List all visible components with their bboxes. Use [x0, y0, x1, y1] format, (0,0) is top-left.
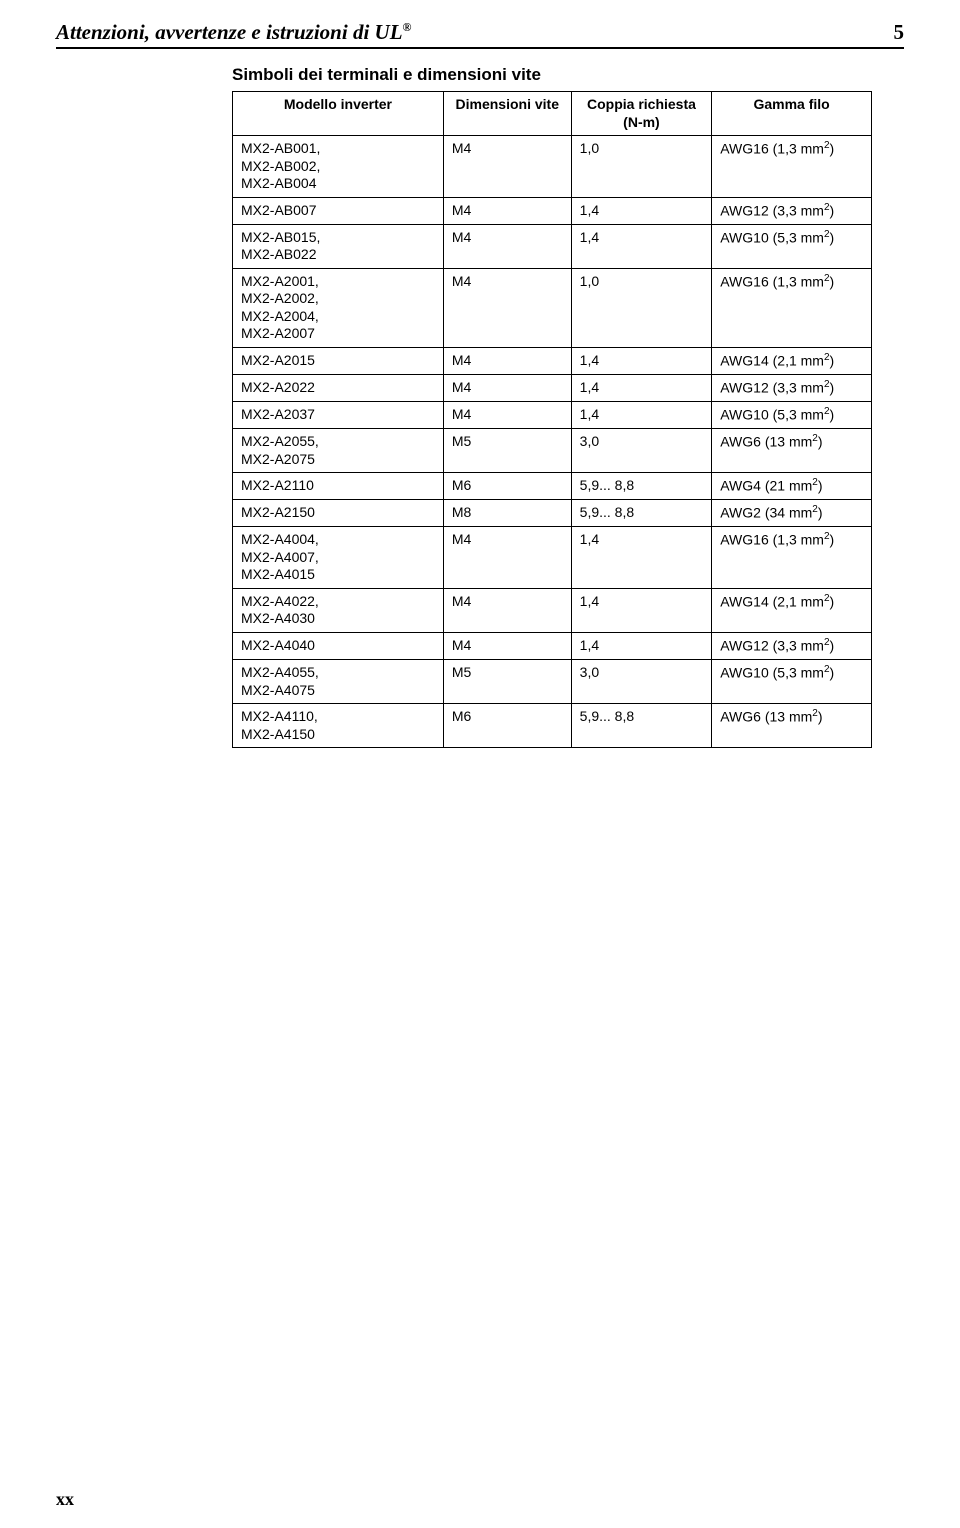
table-section: Simboli dei terminali e dimensioni vite … — [232, 65, 872, 748]
table-row: MX2-A2110M65,9... 8,8AWG4 (21 mm2) — [233, 473, 872, 500]
cell-size: M4 — [443, 632, 571, 659]
table-body: MX2-AB001,MX2-AB002,MX2-AB004M41,0AWG16 … — [233, 136, 872, 748]
document-page: Attenzioni, avvertenze e istruzioni di U… — [0, 0, 960, 1528]
cell-wire: AWG12 (3,3 mm2) — [712, 197, 872, 224]
cell-torque: 1,4 — [571, 374, 712, 401]
cell-model: MX2-A4040 — [233, 632, 444, 659]
document-header: Attenzioni, avvertenze e istruzioni di U… — [56, 20, 904, 49]
cell-size: M4 — [443, 197, 571, 224]
cell-torque: 1,4 — [571, 588, 712, 632]
cell-size: M4 — [443, 401, 571, 428]
table-row: MX2-A2001,MX2-A2002,MX2-A2004,MX2-A2007M… — [233, 268, 872, 347]
table-row: MX2-A4004,MX2-A4007,MX2-A4015M41,4AWG16 … — [233, 527, 872, 589]
document-title-sup: ® — [403, 20, 412, 34]
cell-torque: 5,9... 8,8 — [571, 500, 712, 527]
cell-size: M4 — [443, 527, 571, 589]
cell-torque: 1,4 — [571, 632, 712, 659]
cell-wire: AWG6 (13 mm2) — [712, 429, 872, 473]
table-row: MX2-AB015,MX2-AB022M41,4AWG10 (5,3 mm2) — [233, 224, 872, 268]
col-header-model: Modello inverter — [233, 92, 444, 136]
cell-model: MX2-AB001,MX2-AB002,MX2-AB004 — [233, 136, 444, 198]
cell-size: M8 — [443, 500, 571, 527]
cell-wire: AWG6 (13 mm2) — [712, 704, 872, 748]
table-row: MX2-A2022M41,4AWG12 (3,3 mm2) — [233, 374, 872, 401]
cell-model: MX2-A4004,MX2-A4007,MX2-A4015 — [233, 527, 444, 589]
cell-torque: 5,9... 8,8 — [571, 704, 712, 748]
cell-wire: AWG10 (5,3 mm2) — [712, 224, 872, 268]
cell-size: M4 — [443, 224, 571, 268]
table-header-row: Modello inverter Dimensioni vite Coppia … — [233, 92, 872, 136]
cell-torque: 1,4 — [571, 527, 712, 589]
table-row: MX2-A4022,MX2-A4030M41,4AWG14 (2,1 mm2) — [233, 588, 872, 632]
table-head: Modello inverter Dimensioni vite Coppia … — [233, 92, 872, 136]
cell-size: M4 — [443, 268, 571, 347]
cell-torque: 3,0 — [571, 429, 712, 473]
col-header-wire: Gamma filo — [712, 92, 872, 136]
cell-model: MX2-A2022 — [233, 374, 444, 401]
cell-model: MX2-AB007 — [233, 197, 444, 224]
cell-wire: AWG14 (2,1 mm2) — [712, 588, 872, 632]
cell-wire: AWG4 (21 mm2) — [712, 473, 872, 500]
cell-size: M5 — [443, 429, 571, 473]
cell-torque: 1,0 — [571, 136, 712, 198]
table-row: MX2-A2055,MX2-A2075M53,0AWG6 (13 mm2) — [233, 429, 872, 473]
table-row: MX2-AB007M41,4AWG12 (3,3 mm2) — [233, 197, 872, 224]
cell-model: MX2-A4110,MX2-A4150 — [233, 704, 444, 748]
cell-torque: 1,4 — [571, 347, 712, 374]
cell-model: MX2-A2001,MX2-A2002,MX2-A2004,MX2-A2007 — [233, 268, 444, 347]
cell-size: M6 — [443, 473, 571, 500]
cell-wire: AWG14 (2,1 mm2) — [712, 347, 872, 374]
cell-torque: 1,4 — [571, 224, 712, 268]
cell-model: MX2-A4022,MX2-A4030 — [233, 588, 444, 632]
cell-wire: AWG16 (1,3 mm2) — [712, 527, 872, 589]
table-title: Simboli dei terminali e dimensioni vite — [232, 65, 872, 85]
table-row: MX2-A4055,MX2-A4075M53,0AWG10 (5,3 mm2) — [233, 660, 872, 704]
cell-wire: AWG12 (3,3 mm2) — [712, 374, 872, 401]
cell-wire: AWG10 (5,3 mm2) — [712, 660, 872, 704]
footer-mark: xx — [56, 1489, 74, 1510]
cell-size: M4 — [443, 588, 571, 632]
cell-torque: 1,0 — [571, 268, 712, 347]
cell-size: M5 — [443, 660, 571, 704]
document-title: Attenzioni, avvertenze e istruzioni di U… — [56, 20, 412, 45]
page-number: 5 — [894, 20, 905, 45]
cell-torque: 1,4 — [571, 401, 712, 428]
cell-model: MX2-A2055,MX2-A2075 — [233, 429, 444, 473]
cell-wire: AWG16 (1,3 mm2) — [712, 268, 872, 347]
document-title-text: Attenzioni, avvertenze e istruzioni di U… — [56, 20, 403, 44]
cell-model: MX2-A2037 — [233, 401, 444, 428]
table-row: MX2-A2037M41,4AWG10 (5,3 mm2) — [233, 401, 872, 428]
col-header-size: Dimensioni vite — [443, 92, 571, 136]
table-row: MX2-A4110,MX2-A4150M65,9... 8,8AWG6 (13 … — [233, 704, 872, 748]
cell-wire: AWG10 (5,3 mm2) — [712, 401, 872, 428]
spec-table: Modello inverter Dimensioni vite Coppia … — [232, 91, 872, 748]
cell-model: MX2-A4055,MX2-A4075 — [233, 660, 444, 704]
cell-model: MX2-A2150 — [233, 500, 444, 527]
table-row: MX2-A2015M41,4AWG14 (2,1 mm2) — [233, 347, 872, 374]
table-row: MX2-AB001,MX2-AB002,MX2-AB004M41,0AWG16 … — [233, 136, 872, 198]
cell-size: M4 — [443, 374, 571, 401]
cell-wire: AWG16 (1,3 mm2) — [712, 136, 872, 198]
cell-size: M4 — [443, 136, 571, 198]
cell-wire: AWG12 (3,3 mm2) — [712, 632, 872, 659]
cell-size: M4 — [443, 347, 571, 374]
table-row: MX2-A4040M41,4AWG12 (3,3 mm2) — [233, 632, 872, 659]
cell-torque: 3,0 — [571, 660, 712, 704]
cell-torque: 1,4 — [571, 197, 712, 224]
cell-model: MX2-AB015,MX2-AB022 — [233, 224, 444, 268]
cell-model: MX2-A2015 — [233, 347, 444, 374]
col-header-torque: Coppia richiesta (N-m) — [571, 92, 712, 136]
cell-model: MX2-A2110 — [233, 473, 444, 500]
cell-torque: 5,9... 8,8 — [571, 473, 712, 500]
table-row: MX2-A2150M85,9... 8,8AWG2 (34 mm2) — [233, 500, 872, 527]
cell-wire: AWG2 (34 mm2) — [712, 500, 872, 527]
cell-size: M6 — [443, 704, 571, 748]
